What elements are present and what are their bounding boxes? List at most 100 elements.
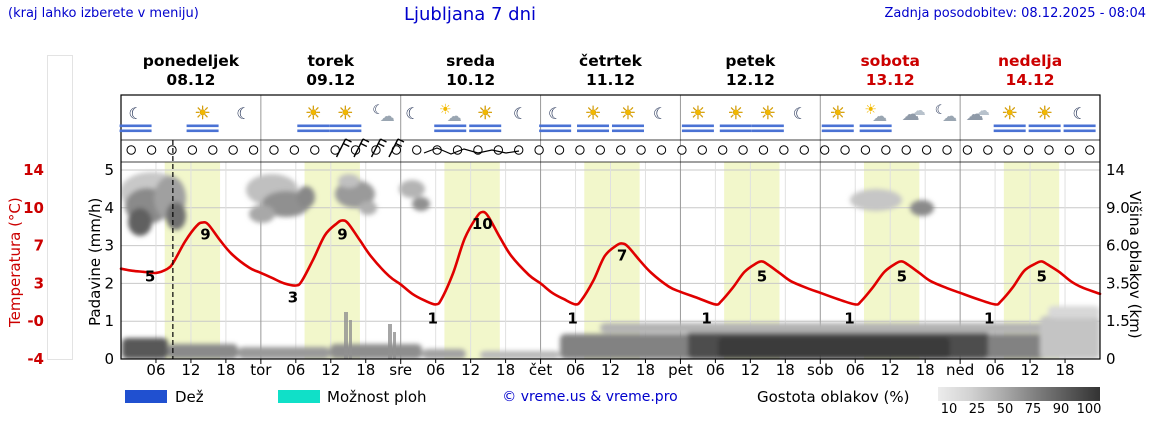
temperature-value-label: 1 — [984, 310, 994, 328]
svg-text:☀: ☀ — [830, 103, 846, 124]
cloud-tick-label: 3.5 — [1106, 274, 1130, 292]
hour-label: 06 — [426, 361, 445, 379]
day-name: sobota — [860, 52, 920, 70]
moon-icon: ☾ — [236, 104, 250, 123]
svg-text:☀: ☀ — [620, 103, 636, 124]
day-date: 08.12 — [166, 71, 215, 89]
day-abbrev-label: pet — [668, 361, 693, 379]
no-precip-circle — [799, 145, 809, 155]
temperature-curve — [119, 210, 1102, 306]
temperature-value-label: 5 — [1037, 268, 1047, 286]
temperature-value-label: 1 — [567, 310, 577, 328]
hour-label: 06 — [146, 361, 165, 379]
moon-icon: ☾ — [1072, 104, 1086, 123]
cloud-density-label: Gostota oblakov (%) — [757, 388, 910, 406]
temperature-axis-label: Temperatura (°C) — [6, 197, 24, 327]
temperature-value-label: 1 — [701, 310, 711, 328]
sun-icon: ☀ — [305, 103, 322, 124]
svg-text:☀: ☀ — [439, 102, 452, 118]
hour-label: 18 — [216, 361, 235, 379]
precip-tick-label: 3 — [104, 237, 114, 255]
day-name: nedelja — [998, 52, 1062, 70]
density-tick-label: 100 — [1076, 402, 1102, 417]
hour-label: 12 — [321, 361, 340, 379]
copyright-link[interactable]: © vreme.us & vreme.pro — [502, 389, 678, 405]
cloud-cover — [121, 172, 1100, 359]
daylight-band — [444, 162, 500, 359]
temperature-value-label: 1 — [428, 310, 438, 328]
moon-icon: ☾ — [548, 104, 562, 123]
temp-tick-label: 7 — [34, 237, 44, 255]
density-tick-label: 25 — [968, 402, 986, 417]
no-precip-circle — [921, 145, 932, 155]
no-precip-circle — [962, 145, 973, 155]
fog-bar — [186, 124, 219, 128]
rain-swatch — [125, 390, 167, 403]
svg-text:☀: ☀ — [195, 103, 211, 124]
no-precip-circle — [697, 145, 707, 155]
no-precip-circle — [1003, 145, 1013, 155]
no-precip-circle — [554, 145, 565, 155]
temperature-extreme-labels: 5 9 3 9 1 10 1 7 1 5 1 5 1 5 — [145, 215, 1047, 328]
no-precip-circle — [738, 145, 748, 155]
no-precip-circle — [575, 145, 585, 155]
fog-bar — [577, 129, 610, 133]
svg-text:☀: ☀ — [864, 102, 877, 118]
svg-text:☁: ☁ — [872, 107, 887, 125]
fog-bar — [119, 124, 152, 128]
cloud-tick-label: 14 — [1106, 161, 1125, 179]
svg-text:☀: ☀ — [337, 103, 353, 124]
hour-label: 06 — [846, 361, 865, 379]
svg-text:☾: ☾ — [513, 104, 527, 123]
day-date: 14.12 — [1006, 71, 1055, 89]
sun-icon: ☀ — [760, 103, 777, 124]
no-precip-circle — [167, 145, 177, 155]
day-name: petek — [725, 52, 776, 70]
day-name: torek — [308, 52, 355, 70]
fog-bar — [993, 124, 1026, 128]
temperature-value-label: 3 — [288, 289, 298, 307]
sun-icon: ☀ — [477, 103, 494, 124]
day-date: 11.12 — [586, 71, 635, 89]
no-precip-circle — [840, 145, 850, 155]
sun-icon: ☀ — [690, 103, 707, 124]
day-abbrev-label: sre — [389, 361, 412, 379]
no-precip-circle — [126, 145, 136, 155]
fog-bar — [859, 129, 892, 133]
fog-bar — [681, 124, 714, 128]
no-precip-circle — [248, 145, 259, 155]
no-precip-circle — [412, 145, 422, 155]
cloud-tick-label: 6.0 — [1106, 237, 1130, 255]
left-scale-strip — [47, 55, 73, 360]
hour-label: 18 — [1055, 361, 1074, 379]
cloud-sun-icon: ☀☁ — [864, 102, 887, 125]
no-precip-circle — [942, 145, 952, 155]
moon-icon: ☾ — [793, 104, 807, 123]
day-abbrev-label: tor — [250, 361, 272, 379]
precip-bars — [344, 312, 396, 359]
page-title: Ljubljana 7 dni — [403, 4, 537, 25]
svg-text:☾: ☾ — [548, 104, 562, 123]
fog-bar — [611, 124, 644, 128]
svg-text:☾: ☾ — [372, 103, 384, 118]
showers-label: Možnost ploh — [327, 388, 427, 406]
no-precip-circle — [860, 145, 871, 155]
svg-text:☾: ☾ — [128, 104, 142, 123]
temperature-value-label: 9 — [200, 226, 210, 244]
cloud-height-axis-label: Višina oblakov (km) — [1126, 191, 1144, 339]
day-date: 12.12 — [726, 71, 775, 89]
day-name: četrtek — [579, 52, 643, 70]
fog-bar — [1063, 129, 1096, 133]
day-date: 09.12 — [306, 71, 355, 89]
density-tick-label: 75 — [1024, 402, 1042, 417]
last-update-text: Zadnja posodobitev: 08.12.2025 - 08:04 — [884, 6, 1146, 21]
temp-tick-label: -4 — [27, 350, 44, 368]
no-precip-circle — [656, 145, 667, 155]
no-precip-circle — [187, 145, 198, 155]
cloud-icon: ☁☁ — [966, 103, 990, 125]
temperature-value-label: 5 — [757, 268, 767, 286]
temperature-value-label: 7 — [617, 247, 627, 265]
fog-bar — [469, 129, 502, 133]
svg-text:☀: ☀ — [728, 103, 744, 124]
